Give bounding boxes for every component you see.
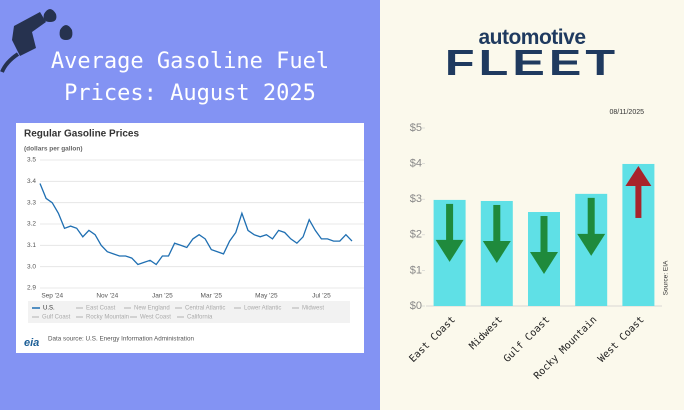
source-text: Data source: U.S. Energy Information Adm… (48, 336, 194, 343)
y-tick-label: 3.5 (27, 157, 36, 164)
x-tick-label: Nov '24 (96, 293, 118, 300)
y-tick-label: 2.9 (27, 285, 36, 292)
line-chart: Regular Gasoline Prices (dollars per gall… (24, 129, 366, 349)
hose (0, 52, 20, 73)
page-title: Average Gasoline Fuel Prices: August 202… (50, 49, 330, 106)
arrow-shaft (446, 203, 454, 242)
x-tick-label: East Coast (407, 314, 457, 364)
y-tick-label: $3 (410, 193, 422, 205)
logo-top: automotive (478, 26, 586, 49)
y-tick-label: $2 (410, 229, 422, 241)
legend-label: Midwest (302, 306, 324, 312)
logo-bottom: FLEET (444, 42, 620, 83)
x-tick-label: Midwest (467, 314, 505, 352)
arrow-head (530, 252, 558, 275)
legend-label: West Coast (140, 315, 171, 321)
x-tick-label: May '25 (255, 293, 278, 300)
x-tick-label: West Coast (596, 314, 646, 364)
legend-box (28, 301, 350, 323)
y-tick-label: 3.4 (27, 178, 36, 185)
arrow-shaft (587, 197, 595, 236)
y-tick-label: 3.0 (27, 263, 36, 270)
arrow-head (435, 239, 464, 262)
legend-label: Rocky Mountain (86, 315, 129, 321)
y-tick-label: $0 (410, 300, 422, 312)
arrow-shaft (635, 184, 642, 218)
source-label: Source: EIA (663, 260, 670, 295)
legend-label: Central Atlantic (185, 306, 225, 312)
x-tick-label: Jan '25 (152, 293, 173, 300)
y-tick-label: 3.2 (27, 221, 36, 228)
arrow-head (482, 240, 511, 263)
fuel-icon (0, 9, 73, 73)
legend-label: Gulf Coast (42, 315, 71, 321)
y-tick-label: 3.3 (27, 199, 36, 206)
chart-subtitle: (dollars per gallon) (24, 146, 83, 153)
line-card: Regular Gasoline Prices (dollars per gall… (16, 123, 366, 353)
arrow-head (625, 165, 652, 186)
date-label: 08/11/2025 (609, 109, 644, 116)
x-tick-label: Sep '24 (41, 293, 63, 300)
y-tick-label: 3.1 (27, 242, 36, 249)
chart-title: Regular Gasoline Prices (24, 129, 139, 140)
x-tick-label: Mar '25 (201, 293, 223, 300)
legend-label: East Coast (86, 306, 116, 312)
arrow-shaft (540, 216, 548, 255)
drop (43, 9, 57, 22)
legend-label: California (187, 315, 213, 321)
drop (59, 25, 73, 40)
nozzle (12, 12, 46, 56)
y-tick-label: $1 (410, 264, 422, 276)
source-logo: eia (24, 337, 39, 349)
arrow-head (577, 233, 606, 256)
legend-label: Lower Atlantic (244, 306, 281, 312)
line-series (39, 183, 353, 266)
x-tick-label: Jul '25 (312, 293, 331, 300)
y-tick-label: $5 (410, 122, 422, 134)
x-tick-label: Gulf Coast (502, 314, 552, 364)
bar-chart: 08/11/2025 $0 $1 $2 $3 $4 $5 East Coast MidwestG… (407, 109, 670, 382)
arrow-shaft (493, 204, 501, 243)
y-tick-label: $4 (410, 158, 422, 170)
legend-label: U.S. (43, 306, 55, 312)
legend-label: New England (134, 306, 170, 312)
